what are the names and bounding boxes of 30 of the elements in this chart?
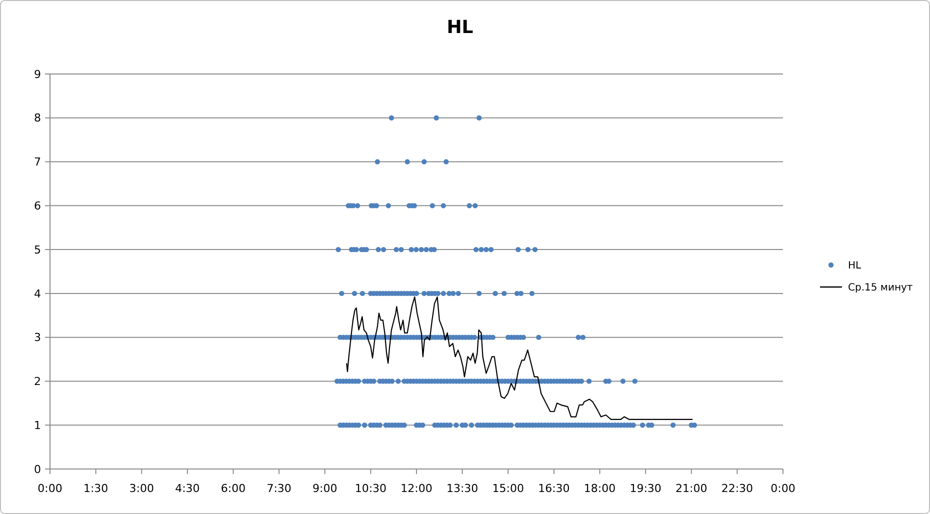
chart-title: HL bbox=[446, 17, 474, 38]
y-tick-label: 2 bbox=[34, 375, 41, 388]
x-tick-label: 7:30 bbox=[266, 482, 292, 495]
x-tick-label: 4:30 bbox=[175, 482, 200, 495]
x-tick-label: 22:30 bbox=[721, 482, 754, 495]
x-tick-label: 6:00 bbox=[220, 482, 246, 495]
y-tick-label: 3 bbox=[34, 331, 41, 344]
x-tick-label: 13:30 bbox=[446, 482, 478, 495]
x-tick-label: 15:00 bbox=[492, 482, 524, 495]
y-tick-label: 5 bbox=[34, 243, 41, 256]
x-tick-label: 18:00 bbox=[584, 482, 616, 495]
y-tick-label: 9 bbox=[34, 68, 41, 81]
x-tick-label: 9:00 bbox=[312, 482, 338, 495]
y-tick-label: 6 bbox=[34, 200, 41, 213]
y-tick-label: 0 bbox=[34, 462, 41, 476]
x-tick-label: 0:00 bbox=[38, 482, 62, 495]
x-tick-label: 10:30 bbox=[354, 482, 387, 495]
x-tick-label: 12:00 bbox=[400, 482, 432, 495]
x-tick-label: 3:00 bbox=[129, 482, 154, 495]
legend-label: HL bbox=[848, 260, 862, 272]
x-tick-label: 0:00 bbox=[770, 482, 796, 495]
y-tick-label: 1 bbox=[34, 418, 41, 432]
x-tick-label: 16:30 bbox=[538, 482, 570, 495]
y-tick-label: 4 bbox=[34, 287, 41, 300]
x-tick-label: 1:30 bbox=[83, 482, 108, 495]
x-tick-label: 19:30 bbox=[630, 482, 662, 495]
x-tick-label: 21:00 bbox=[676, 482, 708, 495]
legend-label: Ср.15 минут bbox=[848, 282, 913, 294]
y-tick-label: 8 bbox=[34, 112, 41, 125]
y-tick-label: 7 bbox=[34, 156, 41, 169]
